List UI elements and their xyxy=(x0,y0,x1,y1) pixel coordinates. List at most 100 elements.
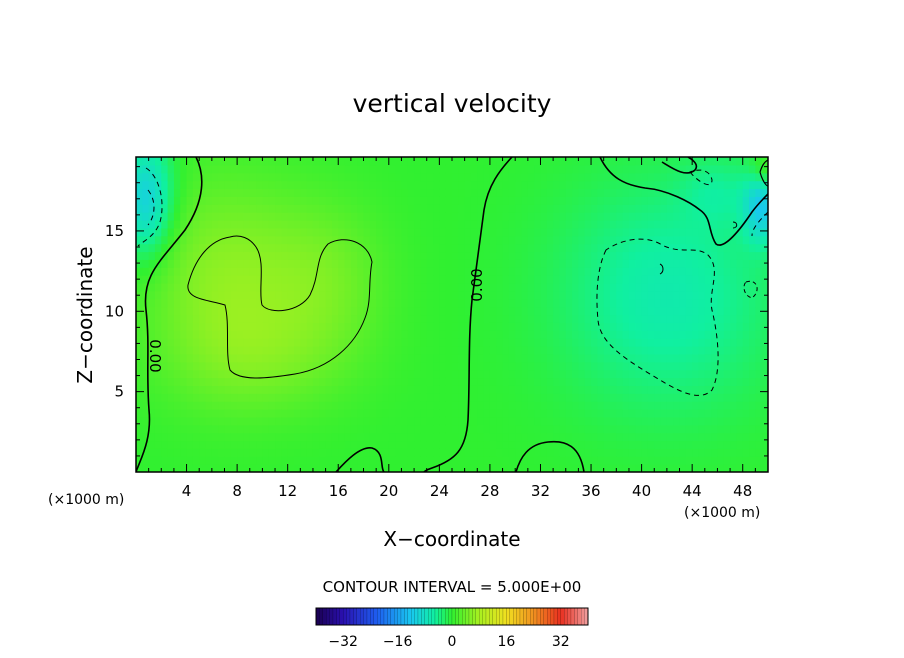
heatmap-cell xyxy=(452,330,459,339)
heatmap-cell xyxy=(730,157,737,166)
heatmap-cell xyxy=(173,188,181,197)
colorbar-segment xyxy=(346,607,351,626)
heatmap-cell xyxy=(287,283,295,292)
heatmap-cell xyxy=(458,377,466,386)
heatmap-cell xyxy=(458,346,466,355)
heatmap-cell xyxy=(376,409,384,418)
heatmap-cell xyxy=(660,259,668,268)
heatmap-cell xyxy=(426,338,434,347)
heatmap-cell xyxy=(603,259,611,268)
heatmap-cell xyxy=(749,377,756,386)
heatmap-cell xyxy=(489,251,497,260)
heatmap-cell xyxy=(262,314,270,323)
heatmap-cell xyxy=(388,440,396,449)
heatmap-cell xyxy=(243,330,251,339)
heatmap-cell xyxy=(730,212,737,221)
heatmap-cell xyxy=(344,353,352,363)
heatmap-cell xyxy=(496,290,504,300)
heatmap-cell xyxy=(173,220,181,229)
heatmap-cell xyxy=(161,314,169,323)
heatmap-cell xyxy=(148,220,156,229)
heatmap-cell xyxy=(211,361,219,371)
heatmap-cell xyxy=(761,314,768,323)
heatmap-cell xyxy=(268,196,276,205)
heatmap-cell xyxy=(730,369,737,379)
heatmap-cell xyxy=(154,275,162,284)
heatmap-cell xyxy=(470,196,478,205)
heatmap-cell xyxy=(319,377,327,386)
heatmap-cell xyxy=(218,401,226,410)
heatmap-cell xyxy=(464,361,472,371)
heatmap-cell xyxy=(508,416,516,426)
heatmap-cell xyxy=(218,243,226,253)
heatmap-cell xyxy=(559,456,567,465)
heatmap-cell xyxy=(154,290,162,300)
heatmap-cell xyxy=(723,314,731,323)
heatmap-cell xyxy=(679,424,687,434)
heatmap-cell xyxy=(388,393,396,402)
heatmap-cell xyxy=(521,259,529,268)
heatmap-cell xyxy=(742,377,750,386)
heatmap-cell xyxy=(376,204,384,213)
heatmap-cell xyxy=(154,401,162,410)
heatmap-cell xyxy=(344,369,352,379)
heatmap-cell xyxy=(433,353,440,363)
heatmap-cell xyxy=(553,188,561,197)
heatmap-cell xyxy=(622,235,630,245)
colorbar-tick-label: −16 xyxy=(383,634,413,650)
heatmap-cell xyxy=(717,346,725,355)
heatmap-cell xyxy=(527,346,535,355)
heatmap-cell xyxy=(540,283,548,292)
heatmap-cell xyxy=(218,196,226,205)
heatmap-cell xyxy=(502,157,510,166)
heatmap-cell xyxy=(755,338,763,347)
heatmap-cell xyxy=(275,401,282,410)
heatmap-cell xyxy=(199,283,207,292)
heatmap-cell xyxy=(142,338,150,347)
heatmap-cell xyxy=(452,353,459,363)
heatmap-cell xyxy=(300,306,308,316)
heatmap-cell xyxy=(477,204,485,213)
heatmap-cell xyxy=(426,204,434,213)
heatmap-cell xyxy=(395,393,403,402)
x-tick-label: 36 xyxy=(581,482,600,500)
heatmap-cell xyxy=(572,353,579,363)
colorbar-segment xyxy=(356,607,361,626)
contour-interval-text: CONTOUR INTERVAL = 5.000E+00 xyxy=(323,578,582,596)
heatmap-cell xyxy=(344,416,352,426)
heatmap-cell xyxy=(224,424,232,434)
heatmap-cell xyxy=(287,401,295,410)
heatmap-cell xyxy=(452,164,459,174)
heatmap-cell xyxy=(521,164,529,174)
heatmap-cell xyxy=(256,369,263,379)
heatmap-cell xyxy=(521,353,529,363)
heatmap-cell xyxy=(249,204,257,213)
heatmap-cell xyxy=(154,322,162,331)
heatmap-cell xyxy=(199,369,207,379)
heatmap-cell xyxy=(723,440,731,449)
heatmap-cell xyxy=(470,267,478,276)
heatmap-cell xyxy=(584,409,592,418)
heatmap-cell xyxy=(591,306,598,316)
heatmap-cell xyxy=(154,251,162,260)
heatmap-cell xyxy=(161,409,169,418)
colorbar-tick-label: 16 xyxy=(497,634,515,650)
heatmap-cell xyxy=(173,377,181,386)
heatmap-cell xyxy=(572,251,579,260)
heatmap-cell xyxy=(749,290,756,300)
heatmap-cell xyxy=(496,369,504,379)
heatmap-cell xyxy=(755,283,763,292)
heatmap-cell xyxy=(742,440,750,449)
heatmap-cell xyxy=(186,377,194,386)
heatmap-cell xyxy=(186,416,194,426)
heatmap-cell xyxy=(692,204,700,213)
heatmap-cell xyxy=(249,227,257,237)
negative-contour-left xyxy=(137,167,163,247)
heatmap-cell xyxy=(445,353,453,363)
heatmap-cell xyxy=(711,448,719,457)
heatmap-cell xyxy=(312,306,320,316)
heatmap-cell xyxy=(306,346,314,355)
heatmap-cell xyxy=(717,298,725,308)
heatmap-cell xyxy=(597,267,605,276)
heatmap-cell xyxy=(647,204,655,213)
